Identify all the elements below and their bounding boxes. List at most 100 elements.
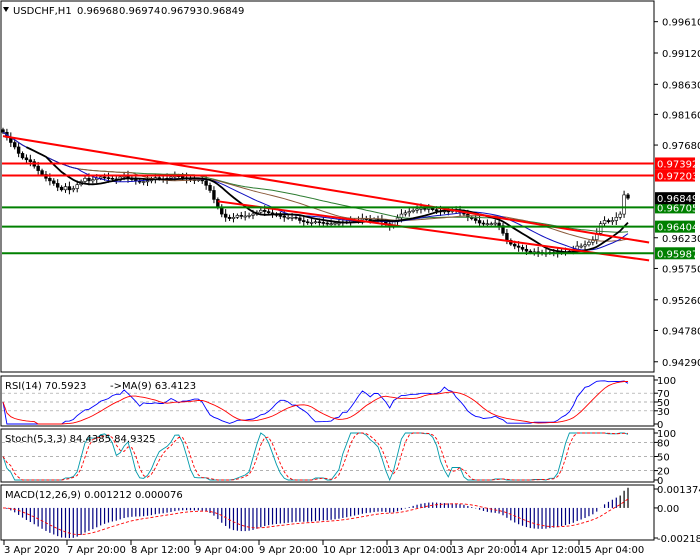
candle-body bbox=[321, 222, 326, 224]
header-high: 0.96974 bbox=[119, 6, 160, 17]
candle-body bbox=[212, 190, 216, 200]
candle-body bbox=[505, 232, 509, 241]
level-label-box bbox=[655, 201, 695, 214]
time-tick-label: 13 Apr 04:00 bbox=[387, 545, 452, 556]
header-open: 0.96968 bbox=[77, 6, 118, 17]
candle-body bbox=[282, 215, 286, 218]
candle-body bbox=[485, 223, 490, 225]
candle-body bbox=[204, 180, 208, 186]
rsi-panel-frame bbox=[0, 375, 655, 427]
candle-body bbox=[48, 177, 52, 182]
time-tick-label: 13 Apr 20:00 bbox=[451, 545, 516, 556]
price-axis: 0.99610 0.99120 0.98630 0.98160 0.97680 0.962… bbox=[654, 18, 700, 369]
candle-body bbox=[169, 176, 173, 179]
candle-body bbox=[305, 221, 310, 224]
panel-tick-label: 30 bbox=[657, 407, 670, 418]
header-low: 0.96793 bbox=[161, 6, 202, 17]
candle-body bbox=[67, 186, 72, 191]
candle-body bbox=[235, 215, 240, 218]
candle-body bbox=[411, 209, 415, 212]
time-tick-label: 7 Apr 20:00 bbox=[67, 545, 126, 556]
candle-body bbox=[493, 222, 497, 225]
candle-body bbox=[473, 218, 478, 221]
candle-body bbox=[528, 250, 533, 253]
stoch-panel-frame bbox=[0, 428, 655, 483]
current-price-box bbox=[655, 192, 695, 205]
candle-body bbox=[427, 208, 431, 210]
candle-body bbox=[290, 216, 294, 219]
candle-body bbox=[40, 170, 44, 175]
candle-body bbox=[298, 217, 302, 221]
candle-body bbox=[59, 186, 64, 191]
ma-fast-line bbox=[26, 146, 629, 254]
candle-body bbox=[520, 247, 525, 250]
candle-body bbox=[598, 223, 603, 234]
candle-body bbox=[87, 177, 91, 182]
stoch-signal-line bbox=[2, 432, 629, 481]
panel-tick-label: 0.00 bbox=[657, 504, 679, 515]
candle-body bbox=[606, 220, 611, 223]
level-label-text: 0.97203 bbox=[657, 172, 698, 183]
candle-body bbox=[278, 215, 283, 217]
candle-body bbox=[602, 220, 607, 224]
candle-body bbox=[415, 208, 419, 211]
candle-body bbox=[610, 220, 615, 223]
candle-body bbox=[231, 216, 236, 219]
macd-signal-line bbox=[2, 498, 629, 536]
level-label-box bbox=[655, 220, 695, 233]
macd-title: MACD(12,26,9) 0.001212 0.000076 bbox=[5, 490, 183, 501]
panel-tick-label: 100 bbox=[657, 376, 676, 387]
candle-body bbox=[243, 215, 247, 218]
candle-body bbox=[63, 186, 68, 191]
time-tick-label: 15 Apr 04:00 bbox=[579, 545, 644, 556]
time-tick-label: 9 Apr 20:00 bbox=[259, 545, 318, 556]
price-tick-label: 0.99120 bbox=[662, 49, 700, 60]
header-triangle-icon bbox=[3, 7, 9, 12]
candle-body bbox=[626, 194, 630, 199]
price-tick-label: 0.97680 bbox=[662, 141, 700, 152]
candle-body bbox=[337, 222, 341, 225]
candle-body bbox=[317, 221, 322, 224]
candle-body bbox=[180, 176, 185, 178]
candle-body bbox=[419, 208, 423, 210]
panel-tick-label: 0 bbox=[657, 420, 663, 431]
candle-body bbox=[313, 221, 318, 224]
current-price-text: 0.96849 bbox=[657, 194, 698, 205]
panel-tick-label: 50 bbox=[657, 453, 670, 464]
candle-body bbox=[208, 185, 212, 191]
trendline bbox=[2, 135, 650, 244]
candle-body bbox=[1, 129, 5, 133]
candle-body bbox=[102, 176, 107, 179]
rsi-signal-title: ->MA(9) 63.4123 bbox=[110, 381, 196, 392]
candle-body bbox=[251, 213, 255, 216]
trendline bbox=[217, 200, 650, 262]
candle-body bbox=[333, 222, 337, 225]
level-label-text: 0.97392 bbox=[657, 159, 698, 170]
candle-body bbox=[223, 213, 228, 218]
level-label-box bbox=[655, 247, 695, 260]
candle-body bbox=[110, 177, 115, 180]
panel-tick-label: 0 bbox=[657, 476, 663, 487]
candle-body bbox=[481, 222, 486, 225]
candle-body bbox=[618, 213, 622, 218]
candle-body bbox=[423, 208, 427, 210]
candle-body bbox=[227, 216, 232, 219]
candle-body bbox=[614, 216, 618, 221]
price-tick-label: 0.96230 bbox=[662, 234, 700, 245]
rsi-title: RSI(14) 70.5923 bbox=[5, 381, 86, 392]
candle-body bbox=[71, 188, 76, 191]
level-label-text: 0.96404 bbox=[657, 223, 698, 234]
candle-body bbox=[579, 245, 583, 248]
rsi-signal-line bbox=[2, 381, 628, 425]
candle-body bbox=[583, 244, 587, 247]
candle-body bbox=[430, 208, 435, 210]
candle-body bbox=[263, 209, 267, 212]
panel-tick-label: 0.001374 bbox=[657, 485, 700, 496]
candle-body bbox=[13, 142, 17, 148]
panel-tick-label: 100 bbox=[657, 429, 676, 440]
candle-body bbox=[434, 209, 439, 212]
candle-body bbox=[407, 211, 411, 214]
horizontal-levels: 0.97392 0.97203 0.96705 0.96404 0.95987 0.968… bbox=[2, 135, 698, 262]
